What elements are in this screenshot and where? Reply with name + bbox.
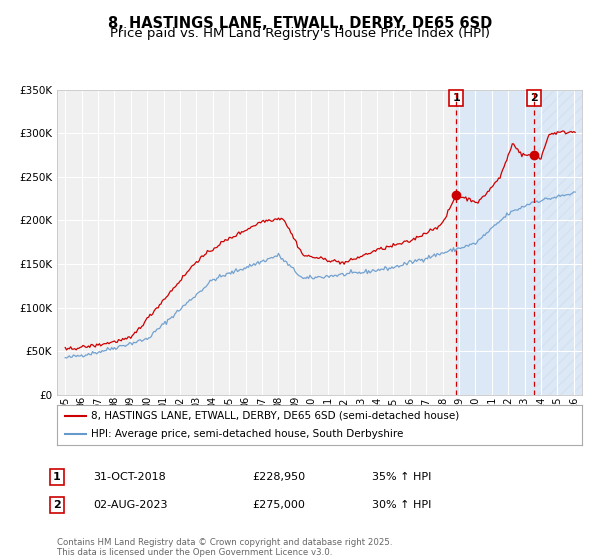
Text: 30% ↑ HPI: 30% ↑ HPI xyxy=(372,500,431,510)
Text: Contains HM Land Registry data © Crown copyright and database right 2025.
This d: Contains HM Land Registry data © Crown c… xyxy=(57,538,392,557)
Text: 8, HASTINGS LANE, ETWALL, DERBY, DE65 6SD: 8, HASTINGS LANE, ETWALL, DERBY, DE65 6S… xyxy=(108,16,492,31)
Bar xyxy=(534,90,582,395)
Text: 2: 2 xyxy=(53,500,61,510)
Text: 8, HASTINGS LANE, ETWALL, DERBY, DE65 6SD (semi-detached house): 8, HASTINGS LANE, ETWALL, DERBY, DE65 6S… xyxy=(91,411,460,421)
Text: 35% ↑ HPI: 35% ↑ HPI xyxy=(372,472,431,482)
Text: £228,950: £228,950 xyxy=(252,472,305,482)
Text: HPI: Average price, semi-detached house, South Derbyshire: HPI: Average price, semi-detached house,… xyxy=(91,430,404,439)
Text: 1: 1 xyxy=(53,472,61,482)
Text: 2: 2 xyxy=(530,94,538,103)
Text: 1: 1 xyxy=(452,94,460,103)
Text: £275,000: £275,000 xyxy=(252,500,305,510)
Text: Price paid vs. HM Land Registry's House Price Index (HPI): Price paid vs. HM Land Registry's House … xyxy=(110,27,490,40)
Bar xyxy=(456,90,582,395)
Text: 31-OCT-2018: 31-OCT-2018 xyxy=(93,472,166,482)
Text: 02-AUG-2023: 02-AUG-2023 xyxy=(93,500,167,510)
